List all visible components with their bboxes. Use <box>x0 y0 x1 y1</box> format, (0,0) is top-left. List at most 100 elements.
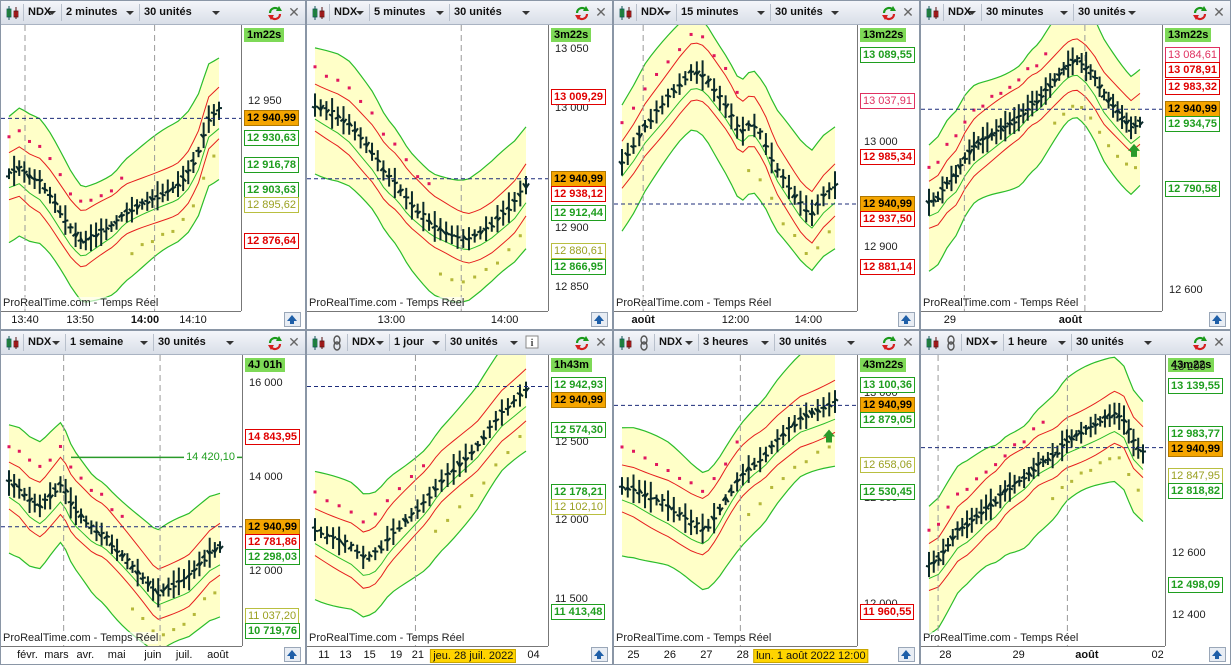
price-plot[interactable]: ProRealTime.com - Temps Réel <box>1 25 241 311</box>
refresh-icon[interactable] <box>881 335 897 351</box>
current-price-tag: 12 940,99 <box>551 392 606 408</box>
interval-dropdown[interactable]: 5 minutes <box>369 4 447 21</box>
time-axis-label: 27 <box>700 649 713 661</box>
price-plot[interactable]: ProRealTime.com - Temps Réel <box>614 355 857 646</box>
candlestick-icon[interactable] <box>311 5 327 21</box>
sar-dot <box>1125 162 1129 166</box>
scroll-to-end-button[interactable] <box>591 647 608 662</box>
scroll-to-end-button[interactable] <box>284 312 301 327</box>
close-icon[interactable]: ✕ <box>288 334 300 350</box>
candlestick-icon[interactable] <box>5 5 21 21</box>
price-plot[interactable]: ProRealTime.com - Temps Réel <box>921 25 1162 311</box>
ohlc-bar <box>139 572 146 585</box>
price-level-tag: 12 930,63 <box>244 130 299 147</box>
units-dropdown[interactable]: 30 unités <box>774 334 858 351</box>
refresh-icon[interactable] <box>1192 5 1208 21</box>
close-icon[interactable]: ✕ <box>1213 4 1225 20</box>
ohlc-bar <box>510 395 517 408</box>
instrument-dropdown[interactable]: NDX <box>654 334 696 351</box>
instrument-dropdown[interactable]: NDX <box>329 4 367 21</box>
ohlc-bar <box>1104 91 1113 109</box>
ohlc-bar <box>385 168 393 187</box>
ohlc-bar <box>504 398 512 416</box>
interval-dropdown[interactable]: 1 semaine <box>65 334 151 351</box>
ohlc-bar <box>635 125 644 147</box>
scroll-to-end-button[interactable] <box>591 312 608 327</box>
ohlc-bar <box>56 476 64 493</box>
candlestick-icon[interactable] <box>5 335 21 351</box>
instrument-dropdown[interactable]: NDX <box>961 334 1001 351</box>
interval-dropdown[interactable]: 15 minutes <box>676 4 768 21</box>
close-icon[interactable]: ✕ <box>902 4 914 20</box>
sar-dot <box>313 490 317 494</box>
price-scale-label: 14 000 <box>249 471 283 484</box>
candlestick-icon[interactable] <box>618 5 634 21</box>
scroll-to-end-button[interactable] <box>1209 312 1226 327</box>
ohlc-bar <box>676 507 684 521</box>
candlestick-icon[interactable] <box>311 335 327 351</box>
candlestick-icon[interactable] <box>925 5 941 21</box>
ohlc-bar <box>488 216 496 232</box>
price-level-tag: 12 498,09 <box>1168 576 1223 593</box>
chart-panel-7: NDX 3 heures 30 unités ✕ ProRealTime.com - T… <box>613 330 920 665</box>
ohlc-bar <box>676 73 684 95</box>
ohlc-bar <box>26 486 34 514</box>
candlestick-icon[interactable] <box>925 335 941 351</box>
close-icon[interactable]: ✕ <box>595 334 607 350</box>
interval-dropdown[interactable]: 1 jour <box>389 334 443 351</box>
scroll-to-end-button[interactable] <box>898 647 915 662</box>
price-scale-label: 12 950 <box>248 95 282 108</box>
refresh-icon[interactable] <box>267 5 283 21</box>
refresh-icon[interactable] <box>1192 335 1208 351</box>
units-dropdown[interactable]: 30 unités <box>1073 4 1139 21</box>
instrument-dropdown[interactable]: NDX <box>23 4 59 21</box>
ohlc-bar <box>103 218 110 240</box>
instrument-dropdown[interactable]: NDX <box>23 334 63 351</box>
price-plot[interactable]: ProRealTime.com - Temps Réel <box>614 25 857 311</box>
info-icon[interactable]: i <box>525 334 539 350</box>
ohlc-bar <box>10 474 18 498</box>
refresh-icon[interactable] <box>267 335 283 351</box>
close-icon[interactable]: ✕ <box>1213 334 1225 350</box>
candlestick-icon[interactable] <box>618 335 634 351</box>
units-dropdown[interactable]: 30 unités <box>153 334 237 351</box>
link-icon[interactable] <box>943 335 959 351</box>
instrument-dropdown[interactable]: NDX <box>347 334 387 351</box>
refresh-icon[interactable] <box>574 5 590 21</box>
price-plot[interactable]: ProRealTime.com - Temps Réel <box>1 355 242 646</box>
interval-dropdown[interactable]: 3 heures <box>698 334 772 351</box>
price-plot[interactable]: ProRealTime.com - Temps Réel <box>921 355 1165 646</box>
units-dropdown[interactable]: 30 unités <box>445 334 521 351</box>
close-icon[interactable]: ✕ <box>902 334 914 350</box>
scroll-to-end-button[interactable] <box>898 312 915 327</box>
instrument-dropdown[interactable]: NDX <box>636 4 674 21</box>
sar-dot <box>990 94 994 98</box>
ohlc-bar <box>693 61 701 84</box>
units-dropdown[interactable]: 30 unités <box>139 4 223 21</box>
ohlc-bar <box>353 544 361 559</box>
instrument-dropdown[interactable]: NDX <box>943 4 979 21</box>
refresh-icon[interactable] <box>574 335 590 351</box>
interval-dropdown[interactable]: 30 minutes <box>981 4 1071 21</box>
close-icon[interactable]: ✕ <box>595 4 607 20</box>
brand-text: ProRealTime.com - Temps Réel <box>616 632 772 644</box>
brand-text: ProRealTime.com - Temps Réel <box>309 297 465 309</box>
close-icon[interactable]: ✕ <box>288 4 300 20</box>
time-axis-label: 13:40 <box>11 314 39 326</box>
interval-dropdown[interactable]: 1 heure <box>1003 334 1069 351</box>
link-icon[interactable] <box>636 335 652 351</box>
refresh-icon[interactable] <box>881 5 897 21</box>
scroll-to-end-button[interactable] <box>1209 647 1226 662</box>
scroll-to-end-button[interactable] <box>284 647 301 662</box>
sar-dot <box>38 144 42 148</box>
price-plot[interactable]: ProRealTime.com - Temps Réel <box>307 25 548 311</box>
units-dropdown[interactable]: 30 unités <box>1071 334 1155 351</box>
interval-dropdown[interactable]: 2 minutes <box>61 4 137 21</box>
units-dropdown[interactable]: 30 unités <box>770 4 842 21</box>
price-plot[interactable]: ProRealTime.com - Temps Réel <box>307 355 548 646</box>
ohlc-bar <box>961 152 969 164</box>
ohlc-bar <box>750 457 758 470</box>
link-icon[interactable] <box>329 335 345 351</box>
units-dropdown[interactable]: 30 unités <box>449 4 533 21</box>
ohlc-bar <box>334 106 342 126</box>
